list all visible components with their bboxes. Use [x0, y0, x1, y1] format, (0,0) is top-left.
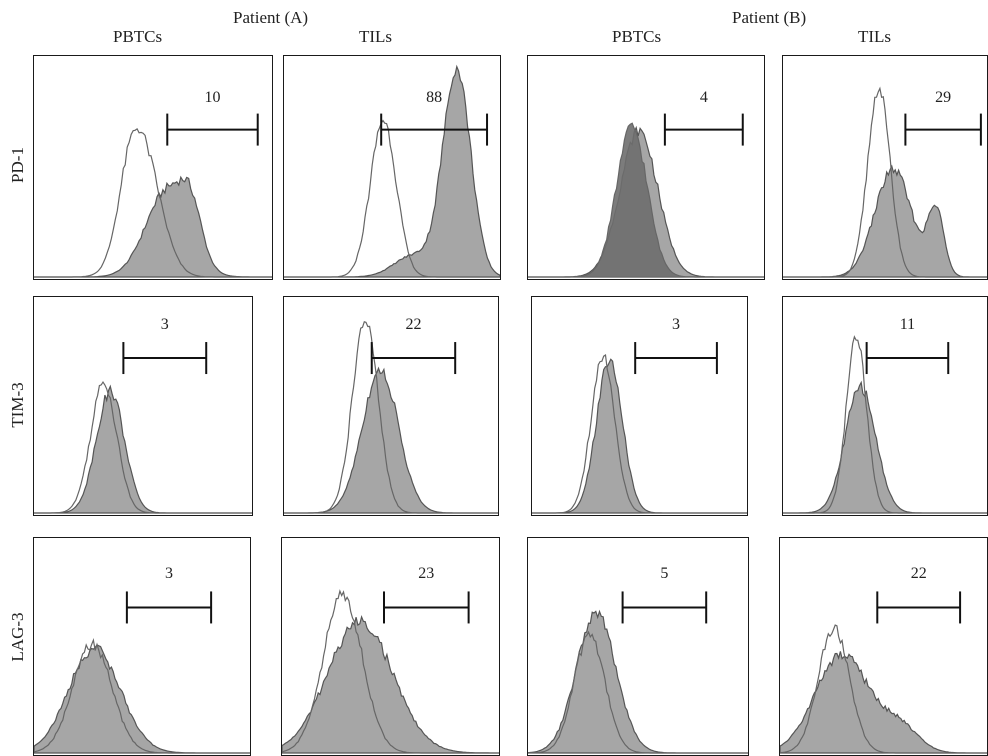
column-header-b-tils: TILs: [858, 27, 892, 46]
filled-histogram: [783, 380, 987, 514]
histogram-svg: [532, 342, 747, 514]
gate-percent-label: 29: [935, 88, 952, 106]
gate-marker: [865, 342, 950, 375]
gate-marker: [634, 342, 718, 375]
open-histogram: [780, 624, 987, 754]
gate-marker: [663, 113, 744, 146]
filled-histogram: [284, 366, 498, 514]
histogram-panel: 3: [531, 296, 748, 516]
histogram-svg: [780, 591, 987, 754]
gate-marker: [380, 113, 489, 146]
filled-histogram: [34, 384, 252, 514]
histogram-panel: 88: [283, 55, 501, 280]
gate-percent-label: 23: [418, 565, 435, 583]
open-histogram: [284, 321, 498, 514]
gate-percent-label: 22: [405, 315, 422, 333]
gate-percent-label: 10: [204, 88, 221, 106]
open-histogram: [528, 630, 748, 754]
histogram-svg: [34, 591, 250, 754]
row-label-tim-3: TIM-3: [8, 382, 27, 428]
row-label-lag-3: LAG-3: [8, 612, 27, 662]
histogram-panel: 3: [33, 537, 251, 756]
histogram-panel: 22: [779, 537, 988, 756]
gate-marker: [125, 591, 213, 624]
open-histogram: [282, 589, 499, 754]
gate-marker: [382, 591, 470, 624]
gate-percent-label: 88: [426, 88, 443, 106]
histogram-svg: [34, 342, 252, 514]
column-header-a-pbtcs: PBTCs: [113, 27, 163, 46]
open-histogram: [34, 128, 272, 278]
gate-percent-label: 11: [899, 315, 916, 333]
open-histogram: [34, 638, 250, 754]
histogram-svg: [528, 113, 764, 278]
histogram-panel: 11: [782, 296, 988, 516]
histogram-svg: [783, 86, 987, 278]
open-histogram: [528, 122, 764, 278]
filled-histogram: [34, 644, 250, 754]
gate-percent-label: 3: [160, 315, 169, 333]
histogram-panel: 5: [527, 537, 749, 756]
histogram-panel: 3: [33, 296, 253, 516]
histogram-svg: [34, 113, 272, 278]
filled-histogram: [532, 358, 747, 514]
histogram-panel: 4: [527, 55, 765, 280]
filled-histogram: [34, 175, 272, 278]
histogram-svg: [783, 335, 987, 514]
histogram-svg: [284, 321, 498, 514]
gate-marker: [122, 342, 208, 375]
patient-a-header: Patient (A): [233, 8, 309, 27]
row-label-pd-1: PD-1: [8, 147, 27, 183]
column-header-a-tils: TILs: [359, 27, 393, 46]
gate-marker: [904, 113, 982, 146]
filled-histogram: [780, 651, 987, 754]
patient-b-header: Patient (B): [732, 8, 807, 27]
filled-histogram: [284, 64, 500, 278]
filled-histogram: [783, 164, 987, 278]
open-histogram: [783, 86, 987, 278]
open-histogram: [532, 353, 747, 514]
filled-histogram: [282, 615, 499, 754]
histogram-panel: 23: [281, 537, 500, 756]
histogram-svg: [528, 591, 748, 754]
histogram-panel: 22: [283, 296, 499, 516]
gate-percent-label: 5: [660, 565, 669, 583]
open-histogram: [783, 335, 987, 514]
open-histogram: [284, 119, 500, 278]
gate-percent-label: 3: [165, 565, 173, 583]
histogram-panel: 10: [33, 55, 273, 280]
gate-marker: [876, 591, 962, 624]
gate-marker: [621, 591, 708, 624]
gate-percent-label: 4: [699, 88, 708, 106]
histogram-panel: 29: [782, 55, 988, 280]
histogram-svg: [282, 589, 499, 754]
gate-marker: [166, 113, 259, 146]
gate-percent-label: 22: [910, 565, 927, 583]
gate-marker: [370, 342, 457, 375]
column-header-b-pbtcs: PBTCs: [612, 27, 662, 46]
histogram-svg: [284, 64, 500, 278]
overlap-region: [528, 123, 764, 277]
open-histogram: [34, 380, 252, 514]
gate-percent-label: 3: [672, 315, 681, 333]
